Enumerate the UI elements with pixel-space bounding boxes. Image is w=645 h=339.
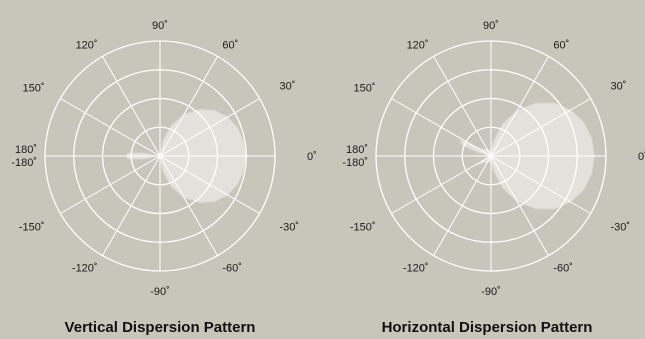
horizontal-angle-label-2: 30˚ <box>611 81 627 93</box>
horizontal-angle-label-6: -90˚ <box>481 286 501 298</box>
horizontal-chart-title: Horizontal Dispersion Pattern <box>381 319 593 336</box>
vertical-angle-label-8: -150˚ <box>19 221 45 233</box>
vertical-angle-label-4: -30˚ <box>280 221 300 233</box>
horizontal-angle-label-12: 120˚ <box>407 40 429 52</box>
horizontal-angle-label-10: -180˚ <box>342 157 368 169</box>
horizontal-angle-label-9: 180˚ <box>346 144 368 156</box>
horizontal-angle-label-11: 150˚ <box>353 83 375 95</box>
horizontal-angle-label-3: 0˚ <box>638 151 645 163</box>
vertical-angle-label-11: 150˚ <box>22 83 44 95</box>
horizontal-angle-label-5: -60˚ <box>553 263 573 275</box>
horizontal-polar-chart: 90˚ 60˚ 30˚ 0˚ -30˚ -60˚ -90˚ -120˚ -150˚ 180˚-18… <box>342 20 645 298</box>
horizontal-angle-label-4: -30˚ <box>611 221 631 233</box>
vertical-angle-label-7: -120˚ <box>72 263 98 275</box>
vertical-angle-label-3: 0˚ <box>307 151 317 163</box>
vertical-angle-label-2: 30˚ <box>280 81 296 93</box>
vertical-grid-spoke-150 <box>60 98 260 214</box>
vertical-angle-label-9: 180˚ <box>15 144 37 156</box>
horizontal-angle-label-8: -150˚ <box>350 221 376 233</box>
vertical-angle-label-12: 120˚ <box>76 40 98 52</box>
vertical-chart-title: Vertical Dispersion Pattern <box>64 319 256 336</box>
vertical-polar-chart: 90˚ 60˚ 30˚ 0˚ -30˚ -60˚ -90˚ -120˚ -150˚ 180˚-18… <box>11 20 316 298</box>
vertical-angle-label-0: 90˚ <box>152 20 168 32</box>
vertical-angle-label-10: -180˚ <box>11 157 37 169</box>
horizontal-grid-spoke-150 <box>391 98 591 214</box>
horizontal-angle-label-7: -120˚ <box>403 263 429 275</box>
horizontal-angle-label-1: 60˚ <box>553 40 569 52</box>
vertical-angle-label-6: -90˚ <box>150 286 170 298</box>
vertical-angle-label-1: 60˚ <box>222 40 238 52</box>
horizontal-angle-label-0: 90˚ <box>483 20 499 32</box>
vertical-angle-label-5: -60˚ <box>222 263 242 275</box>
